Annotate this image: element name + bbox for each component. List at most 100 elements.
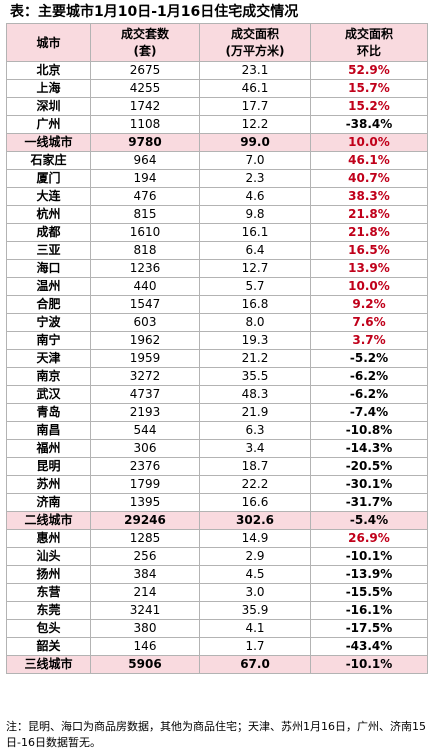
- cell-city: 宁波: [6, 313, 91, 332]
- table-row: 韶关 146 1.7 -43.4%: [6, 637, 428, 656]
- table-row: 南京 3272 35.5 -6.2%: [6, 367, 428, 386]
- cell-city: 汕头: [6, 547, 91, 566]
- cell-change: 15.7%: [310, 79, 428, 98]
- table-row: 惠州 1285 14.9 26.9%: [6, 529, 428, 548]
- cell-units: 818: [90, 241, 200, 260]
- cell-change: -15.5%: [310, 583, 428, 602]
- table-row: 北京 2675 23.1 52.9%: [6, 61, 428, 80]
- cell-units: 256: [90, 547, 200, 566]
- cell-change: 40.7%: [310, 169, 428, 188]
- table-row: 扬州 384 4.5 -13.9%: [6, 565, 428, 584]
- cell-area: 302.6: [199, 511, 311, 530]
- table-row: 宁波 603 8.0 7.6%: [6, 313, 428, 332]
- cell-area: 3.0: [199, 583, 311, 602]
- cell-area: 16.6: [199, 493, 311, 512]
- cell-city: 二线城市: [6, 511, 91, 530]
- cell-units: 603: [90, 313, 200, 332]
- cell-city: 惠州: [6, 529, 91, 548]
- table-row: 天津 1959 21.2 -5.2%: [6, 349, 428, 368]
- table-row: 苏州 1799 22.2 -30.1%: [6, 475, 428, 494]
- cell-change: 3.7%: [310, 331, 428, 350]
- table-row: 汕头 256 2.9 -10.1%: [6, 547, 428, 566]
- table-row: 上海 4255 46.1 15.7%: [6, 79, 428, 98]
- cell-area: 46.1: [199, 79, 311, 98]
- cell-city: 南昌: [6, 421, 91, 440]
- cell-area: 1.7: [199, 637, 311, 656]
- cell-area: 16.1: [199, 223, 311, 242]
- cell-units: 214: [90, 583, 200, 602]
- cell-change: -13.9%: [310, 565, 428, 584]
- cell-change: 38.3%: [310, 187, 428, 206]
- cell-area: 6.3: [199, 421, 311, 440]
- cell-units: 544: [90, 421, 200, 440]
- cell-city: 广州: [6, 115, 91, 134]
- table-row: 杭州 815 9.8 21.8%: [6, 205, 428, 224]
- cell-units: 1799: [90, 475, 200, 494]
- cell-change: 13.9%: [310, 259, 428, 278]
- cell-change: 15.2%: [310, 97, 428, 116]
- cell-units: 1742: [90, 97, 200, 116]
- cell-area: 16.8: [199, 295, 311, 314]
- cell-city: 三亚: [6, 241, 91, 260]
- cell-city: 昆明: [6, 457, 91, 476]
- footnote: 注：昆明、海口为商品房数据，其他为商品住宅；天津、苏州1月16日，广州、济南15…: [6, 720, 426, 749]
- cell-units: 384: [90, 565, 200, 584]
- cell-change: -38.4%: [310, 115, 428, 134]
- table-row: 福州 306 3.4 -14.3%: [6, 439, 428, 458]
- cell-area: 21.9: [199, 403, 311, 422]
- cell-area: 12.7: [199, 259, 311, 278]
- cell-city: 石家庄: [6, 151, 91, 170]
- cell-units: 306: [90, 439, 200, 458]
- cell-units: 1962: [90, 331, 200, 350]
- table-row: 包头 380 4.1 -17.5%: [6, 619, 428, 638]
- subtotal-row: 二线城市 29246 302.6 -5.4%: [6, 511, 428, 530]
- cell-units: 964: [90, 151, 200, 170]
- cell-city: 南京: [6, 367, 91, 386]
- table-row: 大连 476 4.6 38.3%: [6, 187, 428, 206]
- cell-change: 10.0%: [310, 133, 428, 152]
- header-area-line1: 成交面积: [230, 26, 279, 41]
- table-body: 北京 2675 23.1 52.9% 上海 4255 46.1 15.7% 深圳 1742 17.7…: [6, 61, 428, 674]
- cell-city: 东莞: [6, 601, 91, 620]
- cell-units: 3241: [90, 601, 200, 620]
- header-units-line2: (套): [133, 43, 157, 58]
- header-change-line2: 环比: [356, 43, 381, 58]
- cell-change: -7.4%: [310, 403, 428, 422]
- cell-area: 4.1: [199, 619, 311, 638]
- cell-area: 21.2: [199, 349, 311, 368]
- cell-city: 包头: [6, 619, 91, 638]
- cell-area: 17.7: [199, 97, 311, 116]
- cell-city: 大连: [6, 187, 91, 206]
- table-row: 温州 440 5.7 10.0%: [6, 277, 428, 296]
- cell-city: 济南: [6, 493, 91, 512]
- cell-units: 4737: [90, 385, 200, 404]
- header-area: 成交面积 (万平方米): [199, 23, 311, 62]
- housing-transactions-table: 城市 成交套数 (套) 成交面积 (万平方米) 成交面积 环比 北京 2675 23…: [6, 23, 428, 674]
- cell-city: 上海: [6, 79, 91, 98]
- header-area-line2: (万平方米): [225, 43, 285, 58]
- cell-change: -5.2%: [310, 349, 428, 368]
- cell-area: 2.9: [199, 547, 311, 566]
- cell-city: 温州: [6, 277, 91, 296]
- cell-city: 海口: [6, 259, 91, 278]
- cell-area: 99.0: [199, 133, 311, 152]
- cell-change: 16.5%: [310, 241, 428, 260]
- cell-units: 2675: [90, 61, 200, 80]
- cell-units: 1108: [90, 115, 200, 134]
- header-city: 城市: [6, 23, 91, 62]
- cell-city: 东营: [6, 583, 91, 602]
- cell-units: 29246: [90, 511, 200, 530]
- cell-city: 杭州: [6, 205, 91, 224]
- cell-change: -6.2%: [310, 385, 428, 404]
- cell-area: 12.2: [199, 115, 311, 134]
- table-row: 成都 1610 16.1 21.8%: [6, 223, 428, 242]
- cell-change: -10.1%: [310, 547, 428, 566]
- cell-change: -17.5%: [310, 619, 428, 638]
- cell-city: 一线城市: [6, 133, 91, 152]
- cell-area: 19.3: [199, 331, 311, 350]
- cell-city: 三线城市: [6, 655, 91, 674]
- cell-units: 2376: [90, 457, 200, 476]
- subtotal-row: 三线城市 5906 67.0 -10.1%: [6, 655, 428, 674]
- cell-city: 北京: [6, 61, 91, 80]
